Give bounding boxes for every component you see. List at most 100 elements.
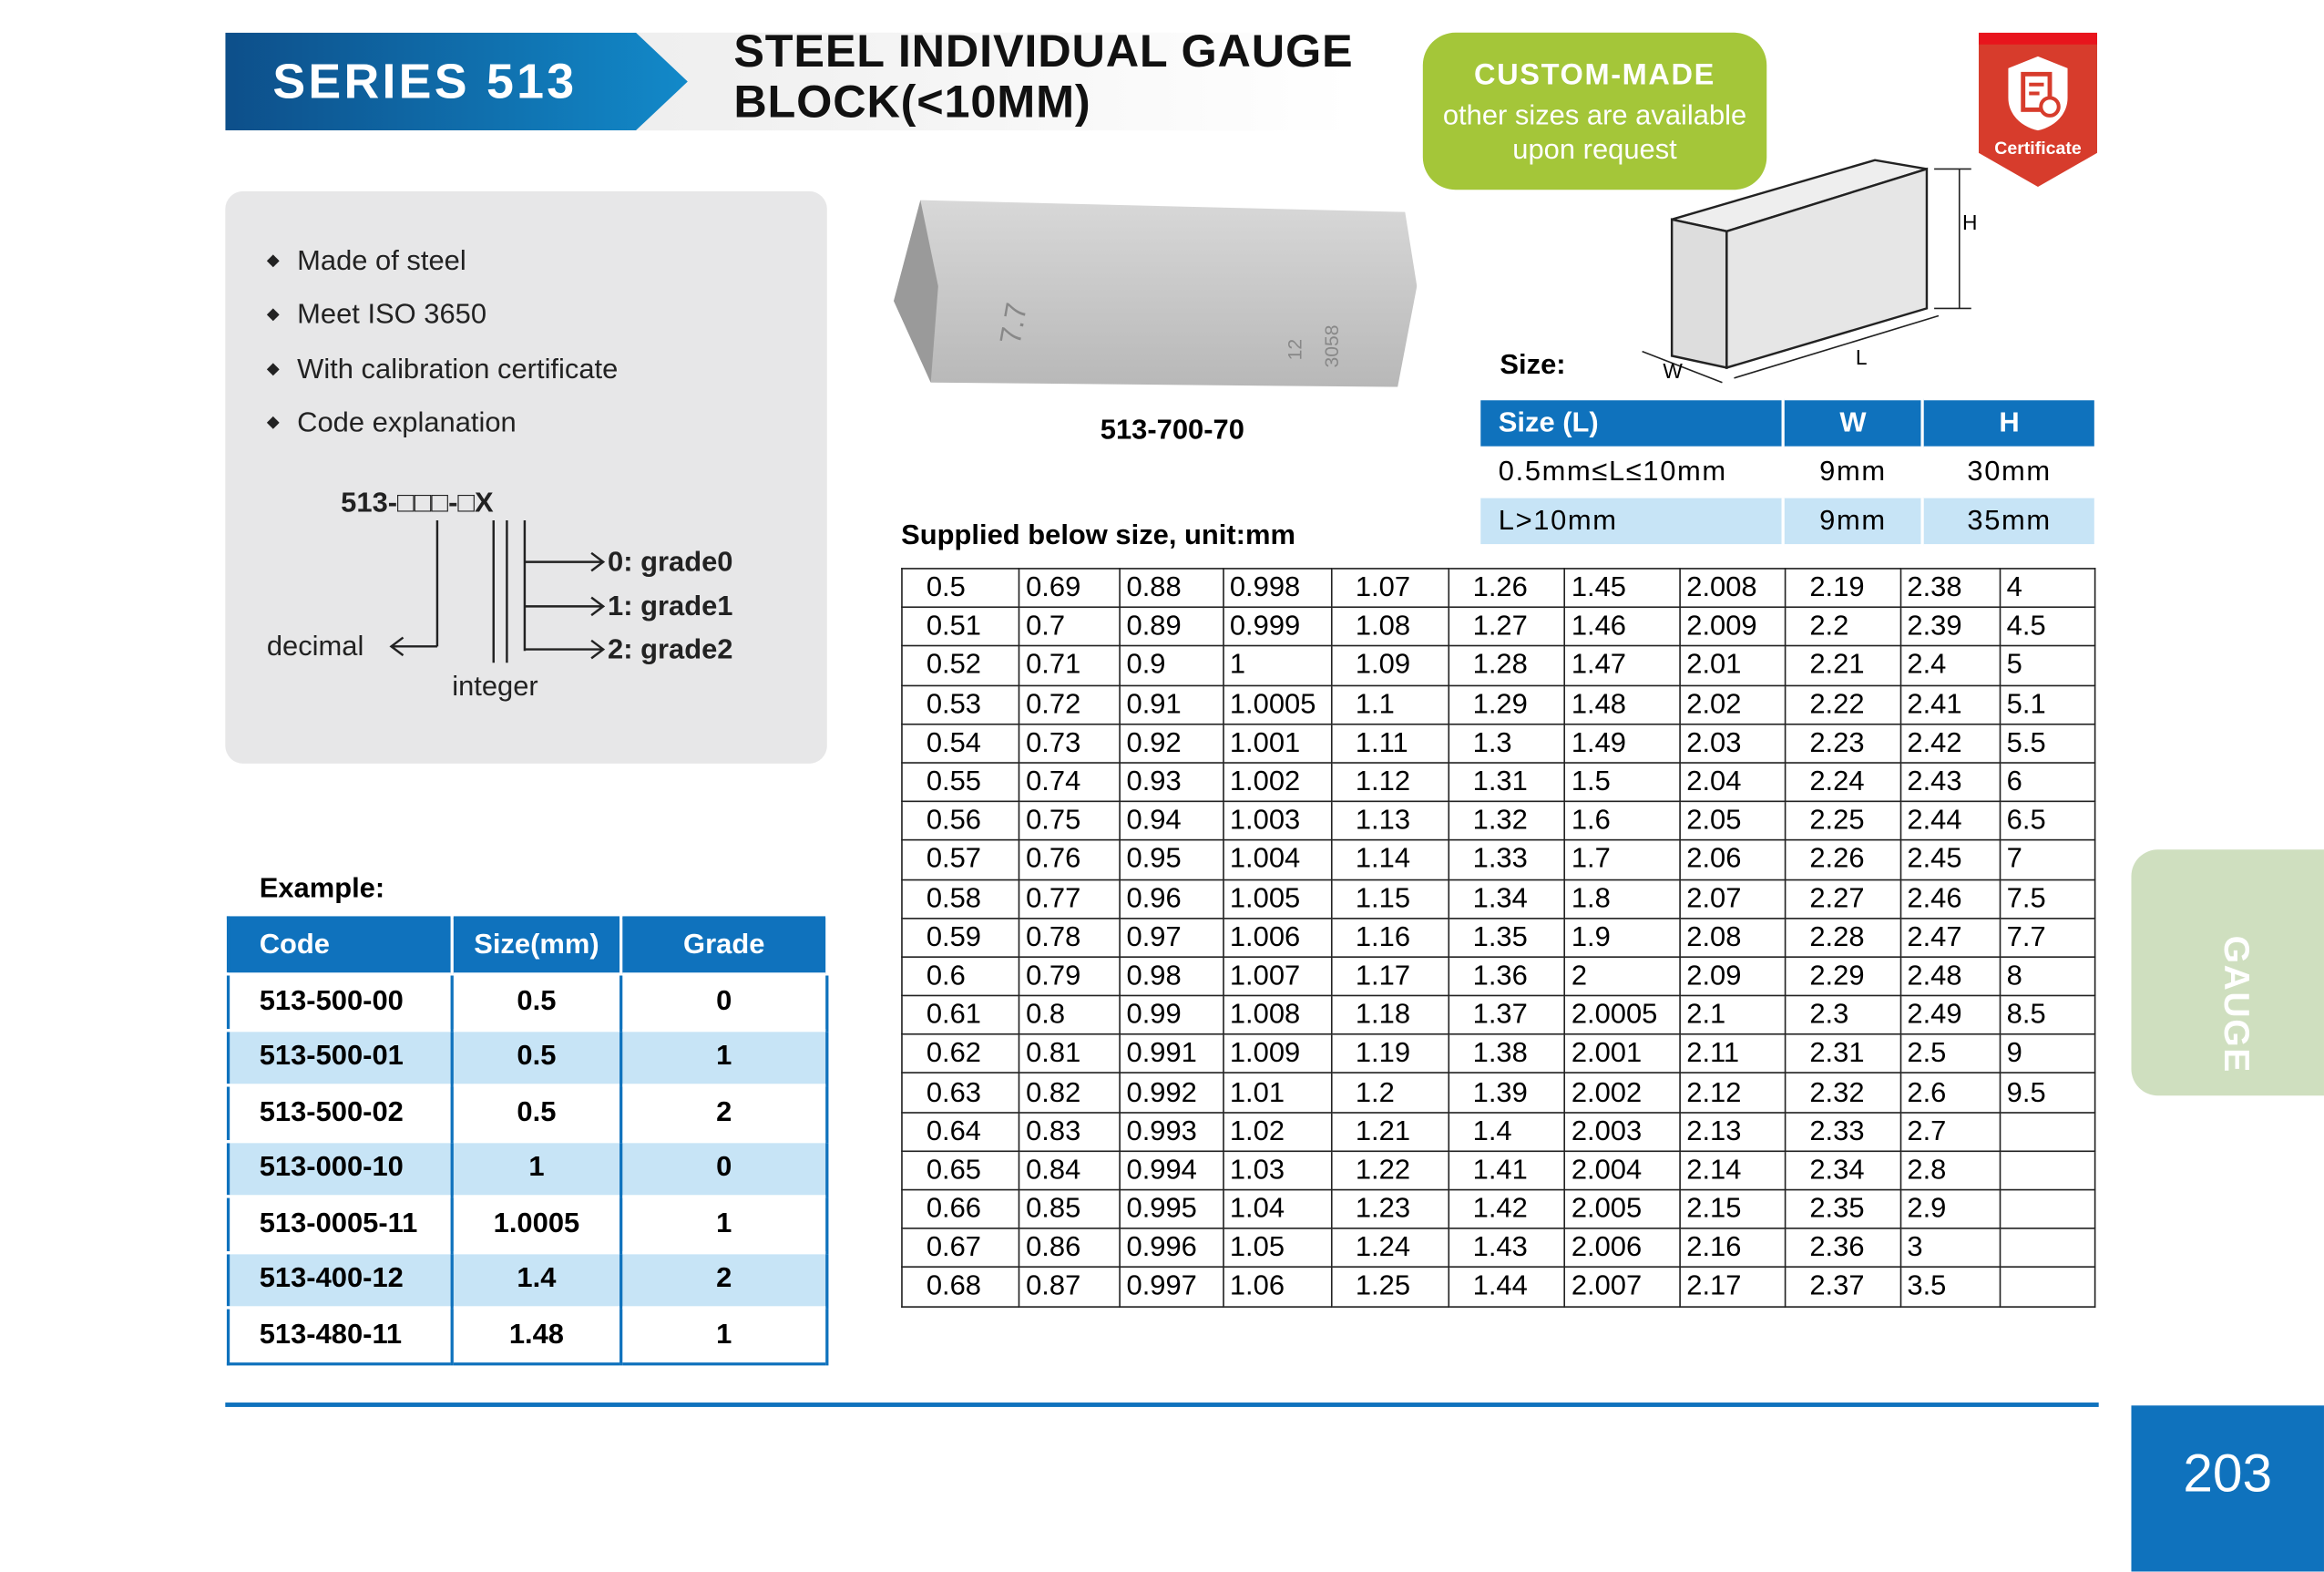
size-cell: 0.55 [901,762,1020,803]
size-cell: 0.52 [901,645,1020,686]
size-cell: 0.89 [1119,606,1224,647]
size-cell: 1.19 [1330,1033,1449,1074]
size-label: Size: [1500,349,1566,382]
table-cell: 0.5 [452,1084,623,1141]
table-cell: 513-400-12 [228,1250,454,1308]
size-cell: 0.74 [1018,762,1121,803]
size-cell: 1.46 [1563,606,1681,647]
size-cell: 0.96 [1119,878,1224,920]
size-cell: 2.007 [1563,1266,1681,1308]
table-row: 0.54 0.73 0.92 1.001 1.11 1.3 1.49 2.03 2.23 2.42… [901,723,2096,764]
size-cell: 2.48 [1899,956,2002,997]
size-cell: 0.78 [1018,917,1121,958]
photo-mark: 7.7 [994,301,1033,347]
size-cell: 0.993 [1119,1111,1224,1152]
size-cell: 0.76 [1018,839,1121,880]
size-cell: 0.75 [1018,800,1121,841]
size-cell: 1.48 [1563,683,1681,725]
size-cell: 9.5 [1999,1072,2096,1114]
size-cell: 1.44 [1447,1266,1566,1308]
title-line-2: BLOCK(<10MM) [733,75,1091,128]
size-cell: 0.95 [1119,839,1224,880]
size-cell: 6 [1999,762,2096,803]
table-cell: 0.5 [452,972,623,1030]
page-title: STEEL INDIVIDUAL GAUGE BLOCK(<10MM) [733,26,1353,128]
size-cell: 2.22 [1784,683,1901,725]
size-cell: 0.996 [1119,1228,1224,1269]
size-cell: 2.39 [1899,606,2002,647]
size-cell: 2.34 [1784,1150,1901,1191]
photo-mark: 3058 [1322,324,1343,367]
size-cell: 2.35 [1784,1188,1901,1230]
size-cell: 1.14 [1330,839,1449,880]
size-cell: 9 [1999,1033,2096,1074]
size-cell: 0.97 [1119,917,1224,958]
size-cell: 2.24 [1784,762,1901,803]
size-cell: 0.62 [901,1033,1020,1074]
size-cell: 2.008 [1679,568,1787,609]
table-cell: 1.48 [452,1306,623,1363]
size-header: Size(mm) [452,918,623,974]
table-cell: 0 [620,1139,829,1197]
size-cell: 2.04 [1679,762,1787,803]
size-cell: 1.29 [1447,683,1566,725]
table-cell: 513-0005-11 [228,1195,454,1252]
table-row: 513-0005-11 1.0005 1 [228,1195,829,1252]
size-cell: 0.98 [1119,956,1224,997]
table-row: 0.61 0.8 0.99 1.008 1.18 1.37 2.0005 2.1 2.3 2.49… [901,994,2096,1035]
table-row: 0.52 0.71 0.9 1 1.09 1.28 1.47 2.01 2.21 2.4 5 [901,645,2096,686]
size-cell: 1.6 [1563,800,1681,841]
size-cell: 0.5 [901,568,1020,609]
table-cell: 1 [452,1139,623,1197]
size-cell: 2.17 [1679,1266,1787,1308]
size-cell: 1.33 [1447,839,1566,880]
size-header: Size (L) [1478,397,1785,449]
size-cell: 1.23 [1330,1188,1449,1230]
gauge-block-photo: 7.7 12 3058 [894,200,1418,387]
size-cell: 2.43 [1899,762,2002,803]
table-row: 0.67 0.86 0.996 1.05 1.24 1.43 2.006 2.16 2.36 3 [901,1228,2096,1269]
size-cell: 1.03 [1222,1150,1332,1191]
size-cell: 2.3 [1784,994,1901,1035]
grade0-label: 0: grade0 [608,547,733,579]
dim-w-label: W [1663,359,1683,383]
size-cell: 2.5 [1899,1033,2002,1074]
dim-l-label: L [1856,345,1868,369]
size-cell: 1.36 [1447,956,1566,997]
size-cell: 0.69 [1018,568,1121,609]
size-cell: 1.9 [1563,917,1681,958]
size-cell: 2.07 [1679,878,1787,920]
size-cell: 1.001 [1222,723,1332,764]
grade2-label: 2: grade2 [608,634,733,666]
size-cell: 2.21 [1784,645,1901,686]
size-cell: 0.73 [1018,723,1121,764]
size-cell: 2.42 [1899,723,2002,764]
size-cell: 1.4 [1447,1111,1566,1152]
table-cell: 513-480-11 [228,1306,454,1363]
size-cell: 1.21 [1330,1111,1449,1152]
size-cell: 1.47 [1563,645,1681,686]
table-row: 513-400-12 1.4 2 [228,1250,829,1308]
table-row: 0.57 0.76 0.95 1.004 1.14 1.33 1.7 2.06 2.26 2.45… [901,839,2096,880]
size-cell: 1.8 [1563,878,1681,920]
size-cell: 2.49 [1899,994,2002,1035]
table-cell: 0 [620,972,829,1030]
size-cell: 0.68 [901,1266,1020,1308]
size-cell: 0.8 [1018,994,1121,1035]
size-cell: 2.1 [1679,994,1787,1035]
size-cell: 0.88 [1119,568,1224,609]
custom-line-2: upon request [1512,135,1677,167]
table-cell: 9mm [1781,446,1925,498]
size-cell: 1.35 [1447,917,1566,958]
size-cell: 2.003 [1563,1111,1681,1152]
size-cell: 1.16 [1330,917,1449,958]
table-row: 0.68 0.87 0.997 1.06 1.25 1.44 2.007 2.17 2.37 3.… [901,1266,2096,1308]
size-cell: 0.64 [901,1111,1020,1152]
size-cell: 0.99 [1119,994,1224,1035]
size-cell: 1.31 [1447,762,1566,803]
size-cell: 2.38 [1899,568,2002,609]
size-cell: 0.84 [1018,1150,1121,1191]
size-cell: 2.09 [1679,956,1787,997]
size-cell: 2.13 [1679,1111,1787,1152]
w-header: W [1781,397,1925,449]
